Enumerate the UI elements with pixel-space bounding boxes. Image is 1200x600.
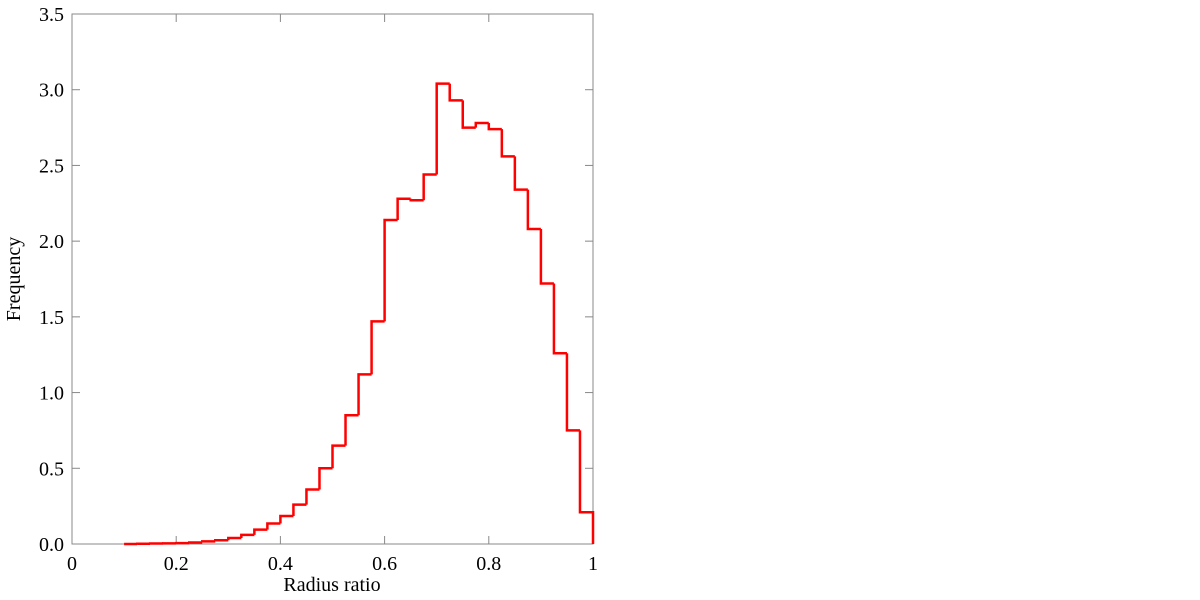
x-tick-label: 0.2	[164, 553, 189, 575]
histogram-step	[370, 320, 385, 375]
histogram-step	[461, 100, 476, 129]
y-tick-label: 3.5	[39, 4, 64, 26]
histogram-step	[187, 541, 203, 544]
histogram-step	[565, 353, 580, 432]
histogram-step	[578, 430, 595, 544]
x-tick-label: 0	[67, 553, 77, 575]
histogram-step	[253, 528, 268, 535]
y-tick-label: 0.5	[39, 458, 64, 480]
histogram-step	[474, 121, 489, 128]
histogram-step	[279, 514, 294, 524]
y-tick-label: 1.0	[39, 383, 64, 405]
histogram-step	[487, 123, 502, 131]
histogram-step	[240, 533, 255, 538]
histogram-step	[500, 129, 515, 158]
x-tick-label: 0.6	[372, 553, 397, 575]
plot-frame	[71, 13, 594, 545]
y-tick-label: 1.5	[39, 307, 64, 329]
y-tick-label: 2.5	[39, 155, 64, 177]
histogram-step	[526, 189, 541, 231]
histogram-step	[214, 538, 229, 542]
x-tick-label: 0.4	[268, 553, 293, 575]
histogram-step	[422, 173, 437, 201]
histogram-step	[435, 82, 450, 175]
x-axis-label: Radius ratio	[283, 574, 380, 596]
y-axis-label: Frequency	[3, 237, 25, 321]
histogram-step	[227, 536, 242, 541]
histogram-step	[383, 218, 398, 322]
histogram-step	[513, 156, 528, 191]
histogram-step	[448, 83, 463, 102]
histogram-step	[409, 198, 424, 202]
y-tick-label: 2.0	[39, 231, 64, 253]
histogram-step	[357, 373, 372, 416]
histogram-step	[539, 229, 554, 285]
histogram-step	[396, 197, 411, 220]
histogram-step	[292, 503, 307, 516]
y-tick-label: 0.0	[39, 534, 64, 556]
x-tick-label: 0.8	[476, 553, 501, 575]
histogram-step	[266, 522, 281, 530]
histogram-step	[552, 283, 567, 355]
histogram-step	[318, 467, 333, 490]
histogram-step	[331, 444, 346, 469]
histogram-step	[305, 488, 320, 505]
histogram-step	[201, 540, 216, 543]
y-tick-label: 3.0	[39, 80, 64, 102]
x-tick-label: 1	[588, 553, 598, 575]
histogram-step	[344, 414, 359, 446]
